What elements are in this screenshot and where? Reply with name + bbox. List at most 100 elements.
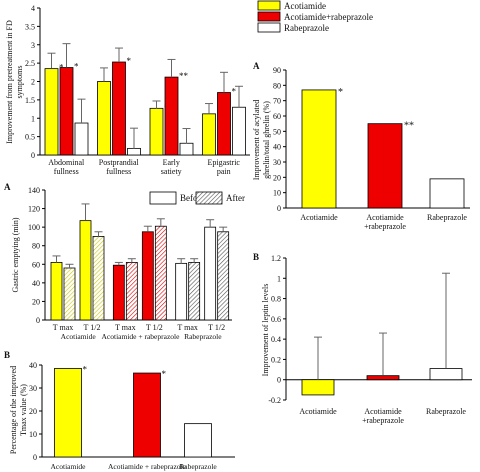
symptoms-legend-swatch	[257, 11, 281, 22]
symptoms-bar	[217, 92, 231, 156]
gastric-after-bar	[125, 262, 138, 321]
ghrelin-y-tick-label: 70	[273, 97, 281, 106]
gastric-tick-label: T 1/2	[208, 323, 225, 332]
leptin-ylabel: Improvement of leptin levels	[261, 284, 270, 377]
symptoms-legend-swatch	[257, 22, 281, 33]
tmax-y-tick-label: 0	[33, 453, 37, 462]
symptoms-bar	[179, 142, 194, 156]
symptoms-bar	[127, 147, 141, 156]
symptoms-legend-label: Acotiamide	[284, 1, 326, 11]
symptoms-legend-label: Rabeprazole	[284, 23, 329, 33]
ghrelin-y-tick-label: 40	[273, 143, 281, 152]
symptoms-bar	[149, 107, 164, 156]
symptoms-bar	[232, 106, 246, 156]
symptoms-legend-swatch	[257, 0, 281, 11]
symptoms-significance: *	[232, 87, 237, 97]
gastric-before-bar	[175, 262, 188, 321]
symptoms-category-label: pain	[217, 167, 231, 176]
leptin-bar	[429, 368, 463, 381]
leptin-category-label: Acotiamide	[364, 407, 402, 416]
symptoms-y-tick-label: 1.5	[25, 96, 35, 105]
symptoms-category-label: fullness	[54, 167, 79, 176]
gastric-y-tick-label: 20	[32, 297, 40, 306]
ghrelin-category-label: Acotiamide	[366, 213, 404, 222]
ghrelin-y-tick-label: 10	[273, 189, 281, 198]
leptin-y-tick-label: 0.2	[271, 355, 281, 364]
tmax-bar	[54, 368, 82, 458]
tmax-ylabel: Percentage of the improved	[9, 366, 18, 454]
gastric-tick-label: T max	[53, 323, 74, 332]
gastric-y-tick-label: 120	[28, 205, 40, 214]
symptoms-category-label: Epigastric	[208, 158, 241, 167]
tmax-significance: *	[162, 369, 167, 379]
symptoms-bar	[97, 81, 111, 156]
ghrelin-ylabel: ghrelin/total ghrelin (%)	[262, 101, 271, 179]
symptoms-significance: **	[179, 71, 189, 81]
leptin-category-label: +rabeprazole	[362, 416, 404, 425]
gastric-y-tick-label: 100	[28, 223, 40, 232]
leptin-y-tick-label: 1.2	[271, 254, 281, 263]
tmax-category-label: Acotiamide + rabeprazole	[108, 462, 187, 471]
gastric-group-label: Acotiamide + rabeprazole	[102, 332, 181, 341]
gastric-y-tick-label: 60	[32, 260, 40, 269]
ghrelin-category-label: +rabeprazole	[364, 222, 406, 231]
gastric-before-bar	[204, 226, 217, 321]
gastric-after-bar	[63, 267, 76, 321]
gastric-legend-label: After	[226, 193, 245, 203]
ghrelin-y-tick-label: 50	[273, 127, 281, 136]
ghrelin-category-label: Acotiamide	[300, 213, 338, 222]
symptoms-bar	[74, 122, 89, 156]
ghrelin-y-tick-label: 90	[273, 66, 281, 75]
ghrelin-y-tick-label: 30	[273, 158, 281, 167]
ghrelin-category-label: Rabeprazole	[427, 213, 467, 222]
ghrelin-y-tick-label: 20	[273, 173, 281, 182]
symptoms-y-tick-label: 3.5	[25, 22, 35, 31]
tmax-bar	[133, 372, 161, 458]
gastric-tick-label: T max	[177, 323, 198, 332]
ghrelin-panel-label: A	[253, 61, 260, 71]
leptin-y-tick-label: 0.4	[271, 335, 281, 344]
leptin-y-tick-label: 0	[277, 376, 281, 385]
tmax-y-tick-label: 40	[29, 361, 37, 370]
symptoms-y-tick-label: 2.5	[25, 59, 35, 68]
symptoms-category-label: Early	[163, 158, 180, 167]
symptoms-ylabel: symptoms	[15, 66, 24, 99]
symptoms-y-tick-label: 3	[31, 41, 35, 50]
symptoms-bar	[44, 68, 59, 156]
symptoms-y-tick-label: 0	[31, 151, 35, 160]
gastric-legend-label: Before	[180, 193, 205, 203]
gastric-before-bar	[112, 264, 125, 321]
tmax-ylabel: Tmax value (%)	[19, 384, 28, 436]
ghrelin-y-tick-label: 0	[277, 204, 281, 213]
symptoms-ylabel: Improvement from pretreatment in FD	[5, 20, 14, 144]
gastric-after-bar	[92, 236, 105, 321]
gastric-group-label: Acotiamide	[61, 332, 97, 341]
symptoms-y-tick-label: 4	[31, 4, 35, 13]
ghrelin-significance: *	[338, 87, 343, 98]
tmax-category-label: Rabeprazole	[179, 462, 217, 471]
symptoms-bar	[112, 61, 126, 156]
symptoms-bar	[59, 67, 74, 156]
leptin-panel-label: B	[253, 252, 259, 262]
symptoms-category-label: Abdominal	[48, 158, 85, 167]
ghrelin-bar	[301, 89, 337, 209]
gastric-y-tick-label: 0	[36, 316, 40, 325]
gastric-tick-label: T 1/2	[146, 323, 163, 332]
ghrelin-y-tick-label: 60	[273, 112, 281, 121]
gastric-before-bar	[79, 220, 92, 321]
tmax-y-tick-label: 30	[29, 384, 37, 393]
leptin-y-tick-label: 1	[277, 274, 281, 283]
gastric-ylabel: Gastric emptying (min)	[11, 217, 20, 292]
gastric-legend-swatch-after	[195, 191, 223, 205]
ghrelin-significance: **	[404, 121, 414, 132]
gastric-after-bar	[188, 262, 201, 321]
gastric-before-bar	[141, 231, 154, 321]
gastric-panel-label: A	[4, 182, 11, 192]
leptin-y-tick-label: -0.2	[268, 396, 281, 405]
gastric-y-tick-label: 80	[32, 242, 40, 251]
ghrelin-bar	[429, 178, 465, 209]
gastric-y-tick-label: 140	[28, 186, 40, 195]
leptin-category-label: Rabeprazole	[426, 407, 466, 416]
symptoms-category-label: fullness	[106, 167, 131, 176]
